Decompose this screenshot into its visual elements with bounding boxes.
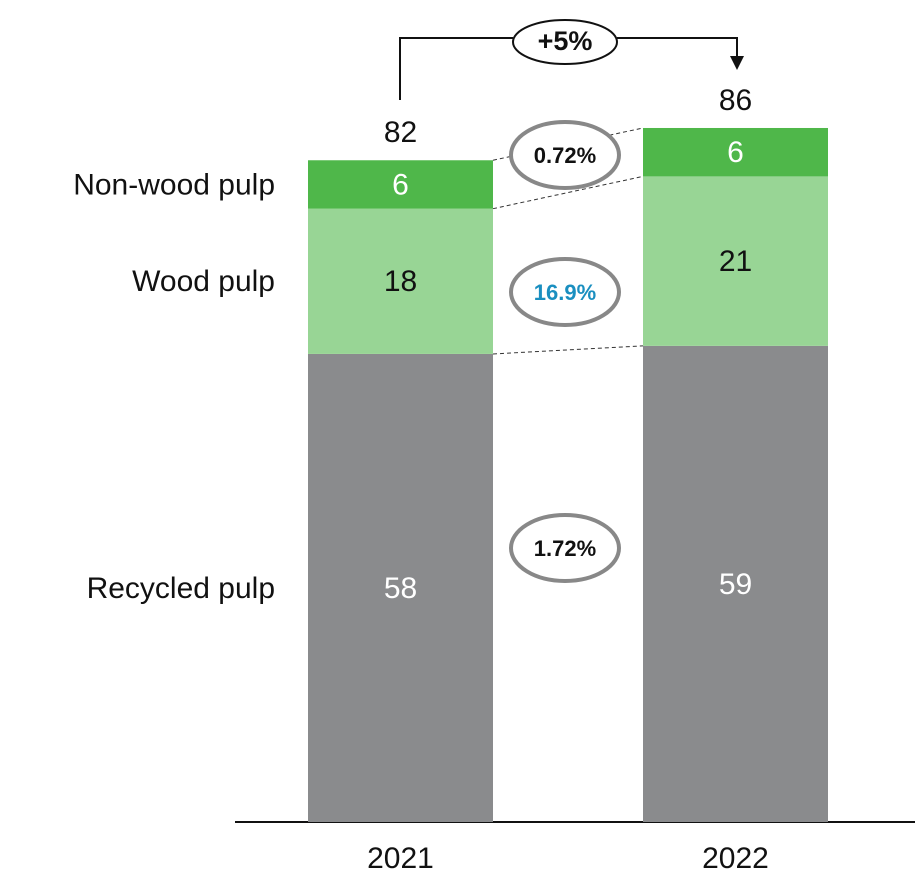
- segment-label: 21: [719, 245, 752, 278]
- arrow-head: [730, 56, 744, 70]
- segment-growth-label: 16.9%: [534, 280, 596, 305]
- growth-label: +5%: [538, 26, 593, 56]
- bar-segment: [308, 160, 493, 209]
- connector: [492, 127, 644, 161]
- series-label: Non-wood pulp: [73, 168, 275, 201]
- bar-segment: [308, 208, 493, 354]
- bar-segment: [643, 127, 828, 177]
- growth-bracket: [399, 37, 513, 100]
- segment-label: 58: [384, 572, 417, 605]
- connector: [492, 175, 644, 210]
- segment-label: 6: [392, 168, 409, 201]
- total-label: 82: [384, 116, 417, 149]
- series-label: Wood pulp: [132, 265, 275, 298]
- segment-growth-label: 1.72%: [534, 536, 596, 561]
- growth-ellipse: [509, 120, 621, 190]
- x-tick-label: 2021: [367, 842, 434, 875]
- connector: [492, 345, 644, 355]
- segment-label: 59: [719, 568, 752, 601]
- bar-segment: [308, 353, 493, 822]
- series-label: Recycled pulp: [87, 572, 275, 605]
- bar-segment: [643, 345, 828, 822]
- x-tick-label: 2022: [702, 842, 769, 875]
- growth-bracket: [617, 37, 738, 58]
- bar-segment: [643, 176, 828, 346]
- growth-bubble: [512, 19, 618, 65]
- segment-label: 6: [727, 136, 744, 169]
- segment-growth-label: 0.72%: [534, 143, 596, 168]
- growth-ellipse: [509, 257, 621, 327]
- total-label: 86: [719, 84, 752, 117]
- segment-label: 18: [384, 265, 417, 298]
- growth-ellipse: [509, 513, 621, 583]
